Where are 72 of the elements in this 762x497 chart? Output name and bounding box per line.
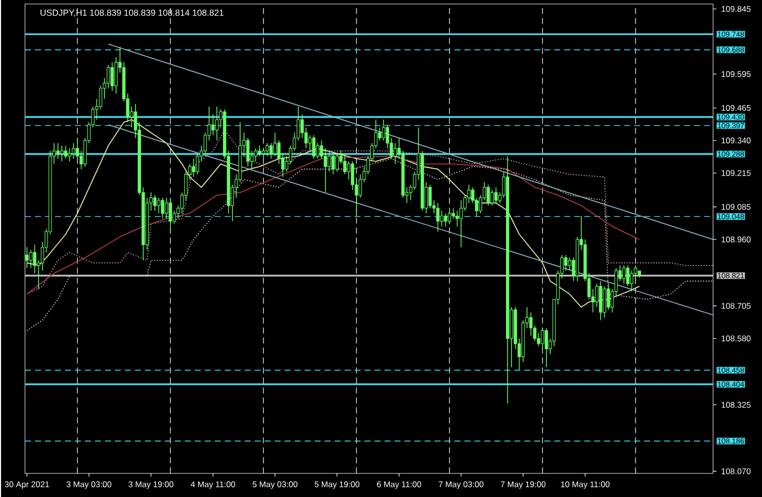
candlestick [110,62,114,92]
candlestick [486,184,490,206]
y-tick-label: 109.465 [722,104,751,111]
candlestick [436,202,440,232]
x-tick-label: 7 May 19:00 [500,481,546,489]
candlestick [262,148,266,159]
candlestick [452,208,455,219]
candlestick [273,132,277,156]
candlestick [270,142,273,159]
candlestick [266,142,269,156]
candlestick [428,184,432,208]
candlestick [258,145,262,156]
y-tick-label: 109.215 [722,170,751,176]
x-tick-label: 6 May 11:00 [377,481,422,489]
y-tick-label: 108.705 [722,302,751,309]
candlestick [324,148,328,193]
candlestick [153,194,156,212]
x-tick-label: 7 May 03:00 [438,481,484,489]
candlestick [382,119,386,141]
candlestick [456,210,459,227]
candlestick [29,249,32,268]
y-tick-label: 108.070 [722,468,751,474]
text: USDJPY,H1 108.839 108.839 108.814 108.821 [40,9,224,17]
candlestick [196,152,200,175]
candlestick [602,286,606,318]
candlestick [564,254,568,271]
x-tick-label: 3 May 19:00 [128,481,174,489]
candlestick [114,56,118,94]
candlestick [98,85,102,110]
candlestick [72,142,76,159]
x-tick-label: 10 May 11:00 [561,481,610,489]
candlestick [328,150,331,172]
x-tick-label: 5 May 03:00 [252,481,298,489]
candlestick [160,197,164,219]
candlestick [64,145,68,159]
candlestick [332,152,335,175]
candlestick [459,200,463,248]
candlestick [622,264,626,284]
candlestick [68,148,72,162]
candlestick [312,134,316,159]
x-tick-label: 5 May 19:00 [314,481,360,489]
y-tick-label: 109.845 [722,6,751,12]
candlestick [494,186,498,204]
y-tick-label: 108.580 [722,335,751,342]
candlestick [626,264,630,287]
candlestick [490,189,494,206]
x-tick-label: 4 May 11:00 [190,481,236,489]
candlestick [164,197,168,219]
candlestick [168,200,172,232]
y-tick-label: 109.595 [722,70,751,77]
candlestick [25,246,29,268]
x-tick-label: 30 Apr 2021 [4,481,49,489]
candlestick [540,327,544,350]
y-tick-label: 109.085 [722,204,751,210]
candlestick [211,114,215,136]
candlestick [215,106,218,141]
candlestick [448,210,452,224]
candlestick [192,158,196,178]
candlestick [56,142,60,159]
candlestick [544,327,548,368]
candlestick [157,197,160,214]
line-series [26,119,640,308]
x-tick-label: 3 May 03:00 [66,481,112,489]
y-tick-label: 108.325 [722,402,751,408]
candlestick [606,283,610,310]
y-tick-label: 109.340 [722,137,751,144]
candlestick [444,212,448,227]
candlestick [440,210,444,227]
y-tick-label: 108.960 [722,236,751,242]
candlestick [254,148,258,162]
candlestick [60,145,64,162]
candlestick [335,152,339,172]
